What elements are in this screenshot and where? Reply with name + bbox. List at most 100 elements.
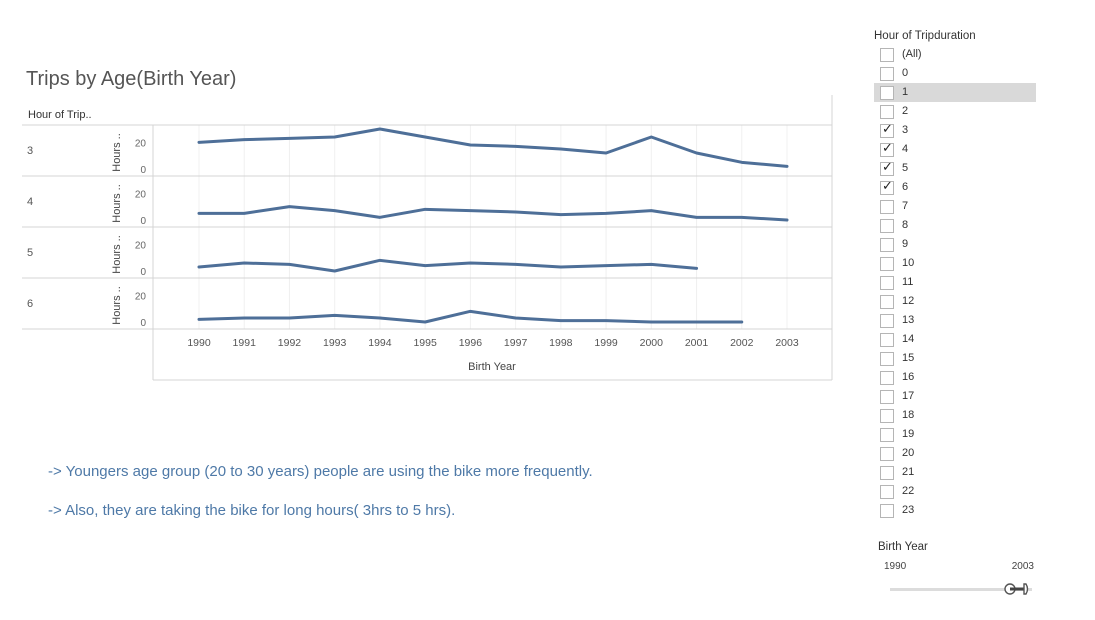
row-header[interactable]: Hour of Trip.. xyxy=(28,109,92,121)
line-chart: 3 Hours .. 0 20 4 Hours .. 0 20 5 Hours .. 0 20 6 Hou… xyxy=(22,95,833,381)
checkbox[interactable] xyxy=(880,294,894,309)
checkbox[interactable] xyxy=(880,465,894,480)
checkbox[interactable] xyxy=(880,199,894,214)
filter-item-label: 19 xyxy=(902,428,915,440)
filter-item-2[interactable]: 1 xyxy=(874,83,1036,102)
filter-item-24[interactable]: 23 xyxy=(874,501,1036,520)
y-axis-title: Hours .. xyxy=(111,286,123,325)
note-1: -> Youngers age group (20 to 30 years) p… xyxy=(48,463,593,480)
checkbox[interactable] xyxy=(880,179,894,195)
x-axis-title: Birth Year xyxy=(468,361,516,373)
filter-item-4[interactable]: 3 xyxy=(874,121,1036,140)
filter-item-0[interactable]: (All) xyxy=(874,45,1036,64)
checkbox[interactable] xyxy=(880,370,894,385)
birth-year-filter-title: Birth Year xyxy=(878,541,928,553)
checkbox[interactable] xyxy=(880,160,894,176)
x-tick-label: 2003 xyxy=(775,337,799,349)
series-line xyxy=(197,127,789,168)
slider-handle-icon[interactable] xyxy=(1004,582,1030,596)
filter-item-3[interactable]: 2 xyxy=(874,102,1036,121)
filter-item-9[interactable]: 8 xyxy=(874,216,1036,235)
filter-item-label: 10 xyxy=(902,257,915,269)
y-axis-title: Hours .. xyxy=(111,184,123,223)
filter-item-label: 0 xyxy=(902,67,909,79)
filter-item-12[interactable]: 11 xyxy=(874,273,1036,292)
range-labels: 1990 2003 xyxy=(878,561,1038,575)
y-tick-label: 20 xyxy=(135,138,147,149)
filter-item-label: 14 xyxy=(902,333,915,345)
checkbox[interactable] xyxy=(880,122,894,138)
checkbox[interactable] xyxy=(880,484,894,499)
y-tick-label: 0 xyxy=(140,267,146,278)
filter-item-5[interactable]: 4 xyxy=(874,140,1036,159)
hour-filter-list: (All)01234567891011121314151617181920212… xyxy=(874,45,1036,520)
filter-item-label: 7 xyxy=(902,200,909,212)
filter-item-14[interactable]: 13 xyxy=(874,311,1036,330)
filter-item-6[interactable]: 5 xyxy=(874,159,1036,178)
filter-item-20[interactable]: 19 xyxy=(874,425,1036,444)
checkbox[interactable] xyxy=(880,351,894,366)
checkbox[interactable] xyxy=(880,256,894,271)
series-line xyxy=(197,309,744,324)
checkbox[interactable] xyxy=(880,446,894,461)
checkbox[interactable] xyxy=(880,237,894,252)
x-tick-label: 1995 xyxy=(413,337,437,349)
checkbox[interactable] xyxy=(880,408,894,423)
filter-item-label: 9 xyxy=(902,238,909,250)
x-tick-label: 1997 xyxy=(504,337,528,349)
filter-item-label: 13 xyxy=(902,314,915,326)
checkbox[interactable] xyxy=(880,332,894,347)
series-line xyxy=(197,205,789,222)
checkbox[interactable] xyxy=(880,427,894,442)
checkbox[interactable] xyxy=(880,66,894,81)
filter-item-label: 3 xyxy=(902,124,909,136)
filter-item-22[interactable]: 21 xyxy=(874,463,1036,482)
filter-item-label: 18 xyxy=(902,409,915,421)
filter-item-1[interactable]: 0 xyxy=(874,64,1036,83)
filter-item-label: 20 xyxy=(902,447,915,459)
checkbox[interactable] xyxy=(880,141,894,157)
filter-item-label: 23 xyxy=(902,504,915,516)
y-tick-label: 20 xyxy=(135,240,147,251)
x-tick-label: 2002 xyxy=(730,337,754,349)
filter-item-label: 6 xyxy=(902,181,909,193)
x-tick-label: 1991 xyxy=(233,337,257,349)
filter-item-label: 16 xyxy=(902,371,915,383)
checkbox[interactable] xyxy=(880,389,894,404)
checkbox[interactable] xyxy=(880,313,894,328)
filter-item-8[interactable]: 7 xyxy=(874,197,1036,216)
filter-item-23[interactable]: 22 xyxy=(874,482,1036,501)
x-tick-label: 2000 xyxy=(640,337,664,349)
filter-item-label: 8 xyxy=(902,219,909,231)
filter-item-label: 21 xyxy=(902,466,915,478)
filter-item-13[interactable]: 12 xyxy=(874,292,1036,311)
y-axis-title: Hours .. xyxy=(111,133,123,172)
filter-item-label: 15 xyxy=(902,352,915,364)
filter-item-15[interactable]: 14 xyxy=(874,330,1036,349)
row-label: 6 xyxy=(27,298,33,310)
filter-item-17[interactable]: 16 xyxy=(874,368,1036,387)
y-tick-label: 0 xyxy=(140,165,146,176)
filter-item-18[interactable]: 17 xyxy=(874,387,1036,406)
row-label: 5 xyxy=(27,247,33,259)
checkbox[interactable] xyxy=(880,503,894,518)
x-tick-label: 1999 xyxy=(594,337,618,349)
filter-item-16[interactable]: 15 xyxy=(874,349,1036,368)
y-axis-title: Hours .. xyxy=(111,235,123,274)
filter-item-11[interactable]: 10 xyxy=(874,254,1036,273)
birth-year-slider-track[interactable] xyxy=(890,588,1032,591)
note-2: -> Also, they are taking the bike for lo… xyxy=(48,502,456,519)
checkbox[interactable] xyxy=(880,85,894,100)
checkbox[interactable] xyxy=(880,275,894,290)
x-tick-label: 2001 xyxy=(685,337,709,349)
x-tick-label: 1998 xyxy=(549,337,573,349)
filter-item-10[interactable]: 9 xyxy=(874,235,1036,254)
checkbox[interactable] xyxy=(880,47,894,62)
checkbox[interactable] xyxy=(880,104,894,119)
filter-item-label: 4 xyxy=(902,143,909,155)
filter-item-19[interactable]: 18 xyxy=(874,406,1036,425)
filter-item-21[interactable]: 20 xyxy=(874,444,1036,463)
checkbox[interactable] xyxy=(880,218,894,233)
filter-item-7[interactable]: 6 xyxy=(874,178,1036,197)
filter-item-label: 2 xyxy=(902,105,909,117)
